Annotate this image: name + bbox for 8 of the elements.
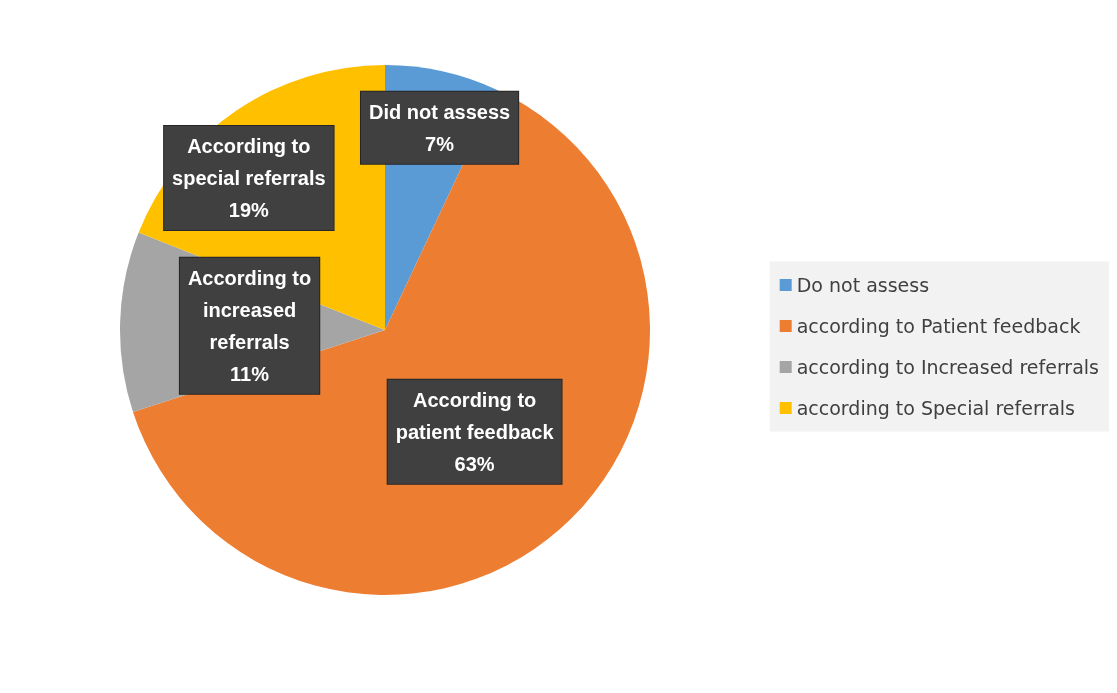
- legend-label: according to Patient feedback: [796, 315, 1081, 337]
- legend-label: according to Special referrals: [796, 397, 1075, 419]
- data-label: According to special referrals 19%: [172, 134, 326, 221]
- legend-label: Do not assess: [796, 274, 930, 296]
- data-label: According to increased referrals 11%: [187, 266, 312, 385]
- data-label: According to patient feedback 63%: [395, 388, 555, 475]
- data-label: Did not assess 7%: [368, 100, 511, 155]
- legend-label: according to Increased referrals: [796, 356, 1099, 378]
